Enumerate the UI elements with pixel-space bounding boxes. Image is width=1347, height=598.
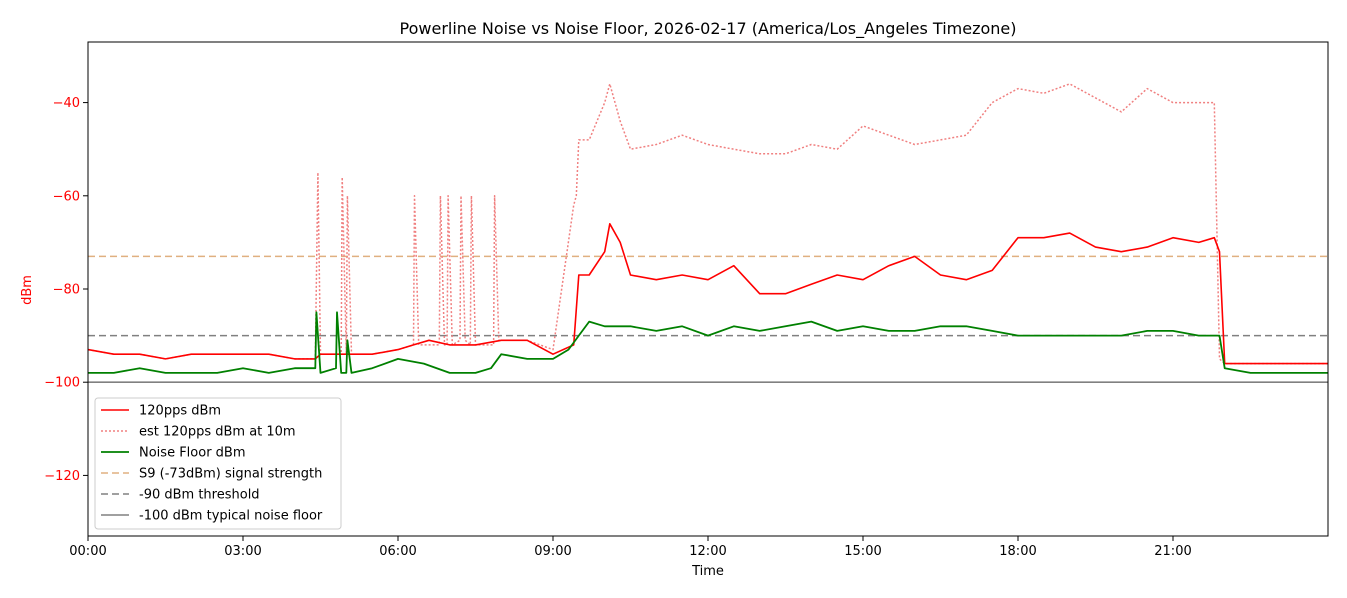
legend-box bbox=[94, 397, 342, 530]
y-tick-label: −60 bbox=[53, 189, 80, 204]
x-tick-label: 21:00 bbox=[1154, 544, 1191, 559]
legend-label: S9 (-73dBm) signal strength bbox=[139, 467, 322, 482]
y-tick-label: −100 bbox=[44, 376, 80, 391]
series-line-1 bbox=[88, 83, 1328, 365]
x-tick-label: 03:00 bbox=[224, 544, 261, 559]
x-tick-label: 18:00 bbox=[999, 544, 1036, 559]
x-tick-label: 06:00 bbox=[379, 544, 416, 559]
axes: 00:00 03:00 06:00 09:00 12:00 15:00 18:00 21:00… bbox=[44, 41, 1329, 559]
legend-label: 120pps dBm bbox=[139, 404, 221, 419]
legend-label: est 120pps dBm at 10m bbox=[139, 425, 296, 440]
x-axis-label: Time bbox=[691, 564, 724, 579]
legend: 120pps dBm est 120pps dBm at 10m Noise Flo… bbox=[94, 397, 342, 530]
x-tick-label: 00:00 bbox=[69, 544, 106, 559]
y-tick-label: −80 bbox=[53, 283, 80, 298]
series-line-2 bbox=[88, 311, 1328, 374]
y-tick-label: −120 bbox=[44, 469, 80, 484]
chart-title: Powerline Noise vs Noise Floor, 2026-02-… bbox=[400, 19, 1017, 39]
legend-label: -90 dBm threshold bbox=[139, 488, 260, 503]
plot-area bbox=[88, 83, 1328, 384]
x-tick-label: 15:00 bbox=[844, 544, 881, 559]
y-axis-label: dBm bbox=[20, 275, 35, 305]
x-tick-label: 09:00 bbox=[534, 544, 571, 559]
legend-label: Noise Floor dBm bbox=[139, 446, 246, 461]
y-tick-label: −40 bbox=[53, 96, 80, 111]
series-line-0 bbox=[88, 223, 1328, 365]
legend-label: -100 dBm typical noise floor bbox=[139, 509, 323, 524]
x-tick-label: 12:00 bbox=[689, 544, 726, 559]
